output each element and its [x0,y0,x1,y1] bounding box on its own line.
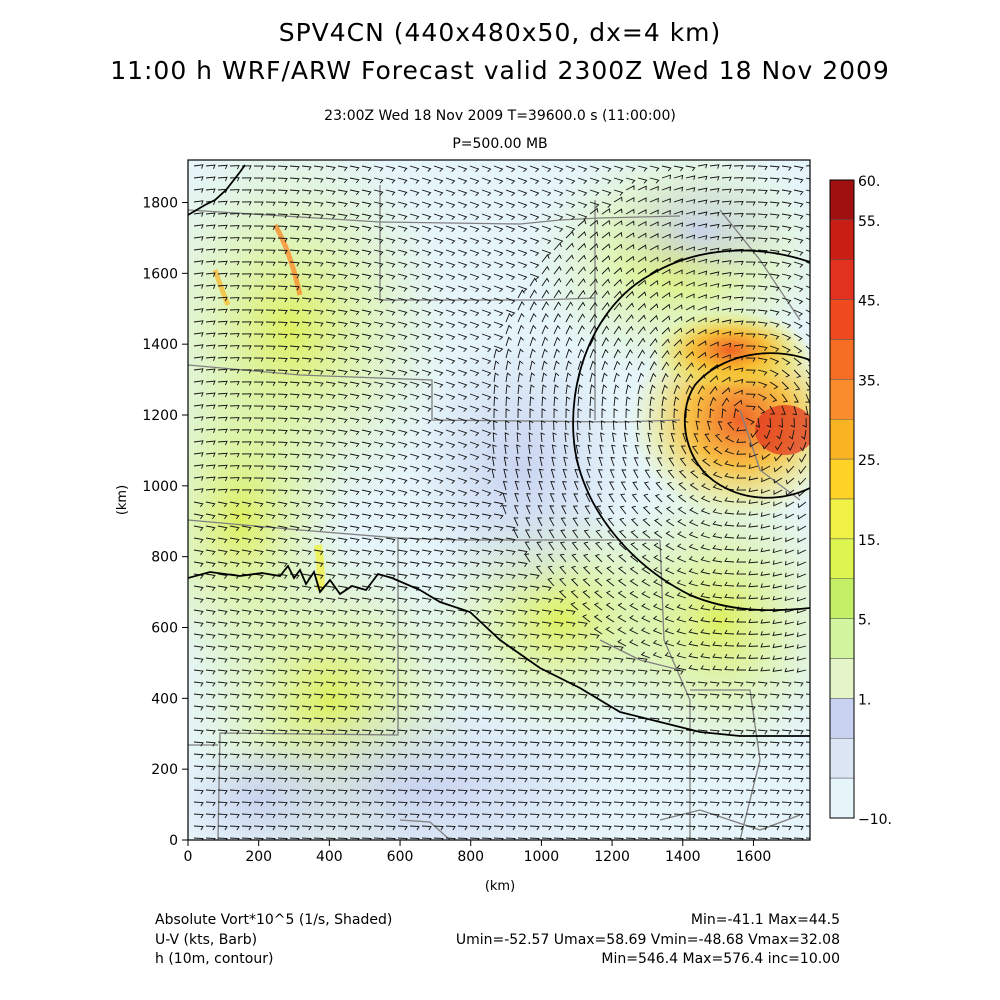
colorbar-swatch [829,458,855,500]
colorbar-swatch [829,698,855,739]
y-tick-label: 1600 [142,266,178,282]
y-axis: 0 200 400 600 800 1000 1200 1400 1600 1800 [142,196,188,849]
colorbar-swatch [829,219,855,260]
x-tick-label: 200 [245,849,272,865]
x-axis-label: (km) [485,879,515,894]
colorbar-label: 25. [858,453,880,469]
colorbar-label: −10. [858,812,892,828]
x-tick-label: 400 [316,849,343,865]
colorbar-swatch [829,738,855,779]
colorbar-swatch [829,777,855,819]
footer-var1-name: Absolute Vort*10^5 (1/s, Shaded) [155,912,393,928]
state-boundaries [188,185,801,840]
colorbar-label: 5. [858,613,871,629]
height-contours [188,164,810,737]
y-tick-label: 0 [169,833,178,849]
colorbar-swatch [829,419,855,460]
colorbar-swatch [829,578,855,619]
colorbar-swatch [829,379,855,420]
y-tick-label: 800 [151,550,178,566]
colorbar-swatch [829,538,855,579]
colorbar-label: 60. [858,174,880,190]
colorbar-swatch [829,658,855,699]
valid-time-label: 23:00Z Wed 18 Nov 2009 T=39600.0 s (11:0… [324,108,676,124]
footer-var3-stats: Min=546.4 Max=576.4 inc=10.00 [601,951,840,967]
x-tick-label: 0 [184,849,193,865]
footer-var2-name: U-V (kts, Barb) [155,932,258,948]
map-frame [187,159,811,841]
colorbar-label: 15. [858,533,880,549]
colorbar-label: 1. [858,692,871,708]
x-tick-label: 1400 [665,849,701,865]
y-axis-label: (km) [115,485,130,515]
colorbar: 60. 55. 45. 35. 25. 15. 5. 1. −10. [829,174,892,828]
colorbar-swatch [829,339,855,380]
x-tick-label: 600 [387,849,414,865]
wind-barb-glyphs [193,163,810,840]
colorbar-label: 55. [858,214,880,230]
colorbar-frame [829,179,855,819]
x-tick-label: 1600 [736,849,772,865]
colorbar-swatch [829,259,855,300]
footer-var2-stats: Umin=-52.57 Umax=58.69 Vmin=-48.68 Vmax=… [455,932,840,948]
plot-title-line-1: SPV4CN (440x480x50, dx=4 km) [278,18,722,47]
colorbar-swatch [829,179,855,221]
y-tick-label: 1400 [142,337,178,353]
y-tick-label: 400 [151,691,178,707]
x-tick-label: 1200 [594,849,630,865]
colorbar-label: 35. [858,373,880,389]
y-tick-label: 1200 [142,408,178,424]
y-tick-label: 1800 [142,196,178,212]
plot-title-line-2: 11:00 h WRF/ARW Forecast valid 2300Z Wed… [110,56,890,85]
colorbar-label: 45. [858,294,880,310]
colorbar-swatch [829,618,855,659]
colorbar-swatch [829,299,855,340]
y-tick-label: 1000 [142,479,178,495]
x-tick-label: 1000 [524,849,560,865]
footer-var3-name: h (10m, contour) [155,951,274,967]
footer-var1-stats: Min=-41.1 Max=44.5 [690,912,840,928]
wind-barbs [193,163,810,840]
x-axis: 0 200 400 600 800 1000 1200 1400 1600 [184,840,772,865]
pressure-level-label: P=500.00 MB [452,136,548,152]
y-tick-label: 200 [151,762,178,778]
y-tick-label: 600 [151,621,178,637]
x-tick-label: 800 [457,849,484,865]
colorbar-swatch [829,498,855,540]
